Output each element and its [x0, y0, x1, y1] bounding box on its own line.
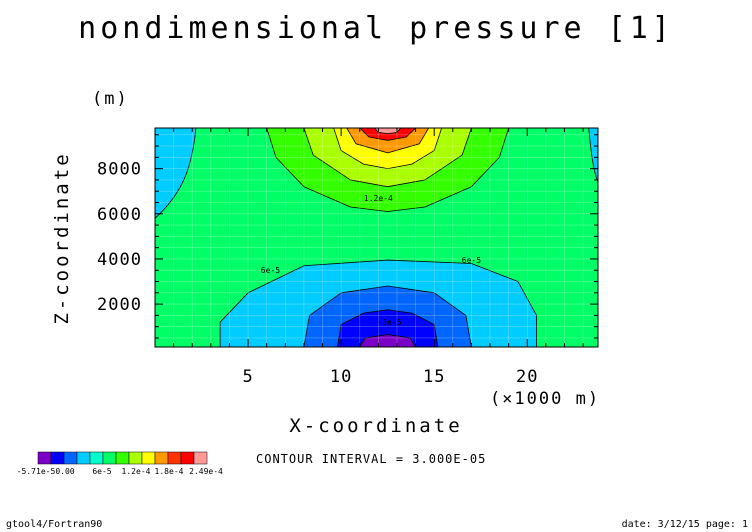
colorbar-label: 6e-5 [92, 467, 111, 476]
axis-ticks [155, 128, 598, 347]
contour-labels: 1.2e-4 6e-5 6e-5 -3e-5 [261, 194, 481, 327]
colorbar-swatch [50, 451, 65, 465]
x-tick-labels: 5 10 15 20 [242, 367, 538, 387]
colorbar-swatch [167, 451, 182, 465]
colorbar-label: 1.2e-4 [122, 467, 151, 476]
contour-line-right [588, 127, 599, 183]
colorbar-label: -5.71e-5 [17, 467, 56, 476]
plot-frame [154, 127, 599, 348]
x-tick-label: 20 [516, 367, 538, 387]
x-tick-label: 15 [423, 367, 445, 387]
plot-area: 1.2e-4 6e-5 6e-5 -3e-5 [154, 127, 599, 348]
low-contour-region [337, 309, 439, 348]
y-tick-label: 6000 [97, 205, 142, 225]
colorbar-swatch [89, 451, 104, 465]
contour-interval-text: CONTOUR INTERVAL = 3.000E-05 [256, 452, 486, 466]
colorbar-swatch [193, 451, 208, 465]
colorbar-swatch [37, 451, 52, 465]
contour-region-left [155, 128, 196, 219]
colorbar-swatch [180, 451, 195, 465]
x-tick-label: 10 [330, 367, 352, 387]
colorbar-labels: -5.71e-5 0.00 6e-5 1.2e-4 1.8e-4 2.49e-4 [17, 467, 223, 476]
colorbar-label: 1.8e-4 [155, 467, 184, 476]
x-tick-label: 5 [242, 367, 253, 387]
contour-label: 1.2e-4 [364, 194, 393, 203]
y-tick-labels: 2000 4000 6000 8000 [97, 160, 142, 315]
colorbar-swatch [102, 451, 117, 465]
colorbar-swatch [115, 451, 130, 465]
y-axis-units: (m) [92, 89, 129, 109]
colorbar-label: 2.49e-4 [189, 467, 223, 476]
colorbar-swatch [63, 451, 78, 465]
y-tick-label: 2000 [97, 295, 142, 315]
y-axis-label: Z-coordinate [51, 151, 73, 324]
contour-lines [154, 127, 599, 219]
grid-lines [155, 128, 598, 347]
footer-left: gtool4/Fortran90 [6, 519, 102, 530]
y-tick-label: 4000 [97, 250, 142, 270]
contour-fills [155, 127, 598, 348]
colorbar-swatch [141, 451, 156, 465]
colorbar-label: 0.00 [55, 467, 74, 476]
x-axis-units: (×1000 m) [490, 389, 600, 409]
chart-title: nondimensional pressure [1] [78, 11, 674, 46]
colorbar-swatch [154, 451, 169, 465]
contour-label: 6e-5 [261, 266, 280, 275]
footer-right: date: 3/12/15 page: 1 [622, 519, 748, 530]
contour-line-left [154, 127, 197, 219]
contour-label: -3e-5 [377, 318, 401, 327]
colorbar-swatch [128, 451, 143, 465]
x-axis-label: X-coordinate [289, 415, 462, 437]
contour-label: 6e-5 [462, 256, 481, 265]
colorbar-swatch [76, 451, 91, 465]
y-tick-label: 8000 [97, 160, 142, 180]
colorbar [37, 451, 208, 465]
